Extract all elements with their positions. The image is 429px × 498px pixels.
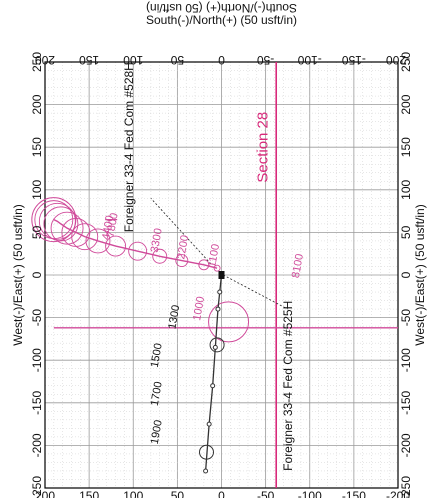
- survey-point-525h: [217, 289, 223, 295]
- tick-label-east-right: 150: [399, 137, 413, 157]
- ring-marker-525h: [198, 444, 214, 460]
- section-label: Section 28: [254, 112, 271, 183]
- bottomhole-ellipse-528h: [31, 197, 77, 243]
- tick-label-north-bottom: 100: [123, 489, 143, 498]
- well-leader-line: [150, 198, 212, 265]
- tick-label-east-left: -200: [30, 433, 44, 457]
- uncertainty-ellipse-528h: [105, 235, 127, 257]
- uncertainty-ellipse-528h: [85, 228, 111, 254]
- tick-label-east-right: 250: [399, 52, 413, 72]
- well-label-525h: Foreigner 33-4 Fed Com #525H: [281, 301, 295, 471]
- md-label: 1300: [166, 304, 182, 330]
- ring-marker-525h: [209, 337, 225, 353]
- tick-label-north: 0: [218, 53, 225, 67]
- survey-point-525h: [203, 468, 209, 474]
- tick-label-north-bottom: 50: [171, 489, 185, 498]
- md-label: 7800: [105, 212, 121, 238]
- tick-label-north: 100: [123, 53, 143, 67]
- y-axis-title-top: South(-)/North(+) (50 usft/in): [146, 13, 297, 27]
- tick-label-north: 150: [79, 53, 99, 67]
- md-label: 1100: [206, 243, 222, 268]
- plot-frame: [44, 61, 399, 489]
- grid: [44, 61, 399, 489]
- top-cut-axis-title: South(-)/North(+) (50 usft/in): [146, 1, 297, 15]
- tick-label-east-left: 200: [30, 94, 44, 114]
- tick-label-north-bottom: -50: [257, 489, 275, 498]
- tick-label-north: 200: [35, 53, 55, 67]
- tick-label-east-right: -250: [399, 476, 413, 498]
- tick-label-east-right: -150: [399, 390, 413, 414]
- tick-label-north: -50: [257, 53, 275, 67]
- tick-label-north: -200: [386, 53, 410, 67]
- well-label-528h: Foreigner 33-4 Fed Com #528H: [122, 62, 136, 232]
- md-label: 1000: [191, 295, 207, 321]
- tick-label-north-bottom: 200: [35, 489, 55, 498]
- tick-label-east-left: -150: [30, 390, 44, 414]
- tick-label-east-right: -100: [399, 348, 413, 372]
- tick-label-east-left: 50: [30, 225, 44, 239]
- uncertainty-ellipse-528h: [128, 241, 148, 261]
- tick-labels: 200 200 150 150 100 100 50 50 0 0 -50 -50 -100 -100 -1…: [30, 52, 413, 498]
- tick-label-east-right: 100: [399, 179, 413, 199]
- md-label: 1500: [149, 342, 165, 368]
- tick-label-east-left: 100: [30, 179, 44, 199]
- uncertainty-ellipse-528h: [175, 254, 189, 267]
- uncertainty-ellipse-528h: [50, 211, 84, 245]
- tick-label-east-left: -50: [30, 309, 44, 327]
- tick-label-north: -150: [342, 53, 366, 67]
- uncertainty-ellipse-528h: [34, 200, 74, 240]
- kickoff-ellipse-528h: [208, 301, 250, 343]
- tick-label-north: 50: [170, 53, 184, 67]
- md-label: 8100: [290, 253, 306, 279]
- md-label: 1900: [149, 419, 165, 445]
- uncertainty-ellipse-528h: [213, 264, 221, 272]
- md-label: 2200: [175, 234, 191, 260]
- tick-label-east-left: -100: [30, 348, 44, 372]
- survey-point-525h: [212, 344, 218, 350]
- survey-point-525h: [210, 383, 216, 389]
- x-axis-title-right: West(-)/East(+) (50 usft/in): [413, 204, 427, 345]
- wellpath-528h: [53, 218, 218, 269]
- tick-label-east-right: 50: [399, 225, 413, 239]
- tick-label-east-left: 150: [30, 137, 44, 157]
- survey-point-525h: [206, 421, 212, 427]
- well-leader-line: [223, 274, 288, 310]
- md-label: 4400: [100, 215, 116, 241]
- tick-label-east-right: -50: [399, 309, 413, 327]
- tick-label-east-right: -200: [399, 433, 413, 457]
- tick-label-east-left: 250: [30, 52, 44, 72]
- tick-label-north-bottom: 150: [79, 489, 99, 498]
- tick-label-east-left: 0: [30, 271, 44, 278]
- x-axis-title-left: West(-)/East(+) (50 usft/in): [11, 204, 25, 345]
- tick-label-east-right: 0: [399, 271, 413, 278]
- surface-location-marker: [218, 271, 225, 279]
- md-label: 3300: [149, 227, 165, 253]
- tick-label-north-bottom: 0: [218, 489, 225, 498]
- tick-label-east-right: 200: [399, 94, 413, 114]
- tick-label-north: -100: [297, 53, 321, 67]
- md-label: 1700: [149, 381, 165, 407]
- data-layer: [31, 62, 398, 488]
- tick-label-east-left: -250: [30, 476, 44, 498]
- uncertainty-ellipse-528h: [152, 248, 168, 264]
- tick-label-north-bottom: -150: [342, 489, 366, 498]
- tick-label-north-bottom: -100: [298, 489, 322, 498]
- uncertainty-ellipse-528h: [198, 259, 210, 271]
- survey-point-525h: [215, 306, 221, 312]
- tick-label-north-bottom: -200: [386, 489, 410, 498]
